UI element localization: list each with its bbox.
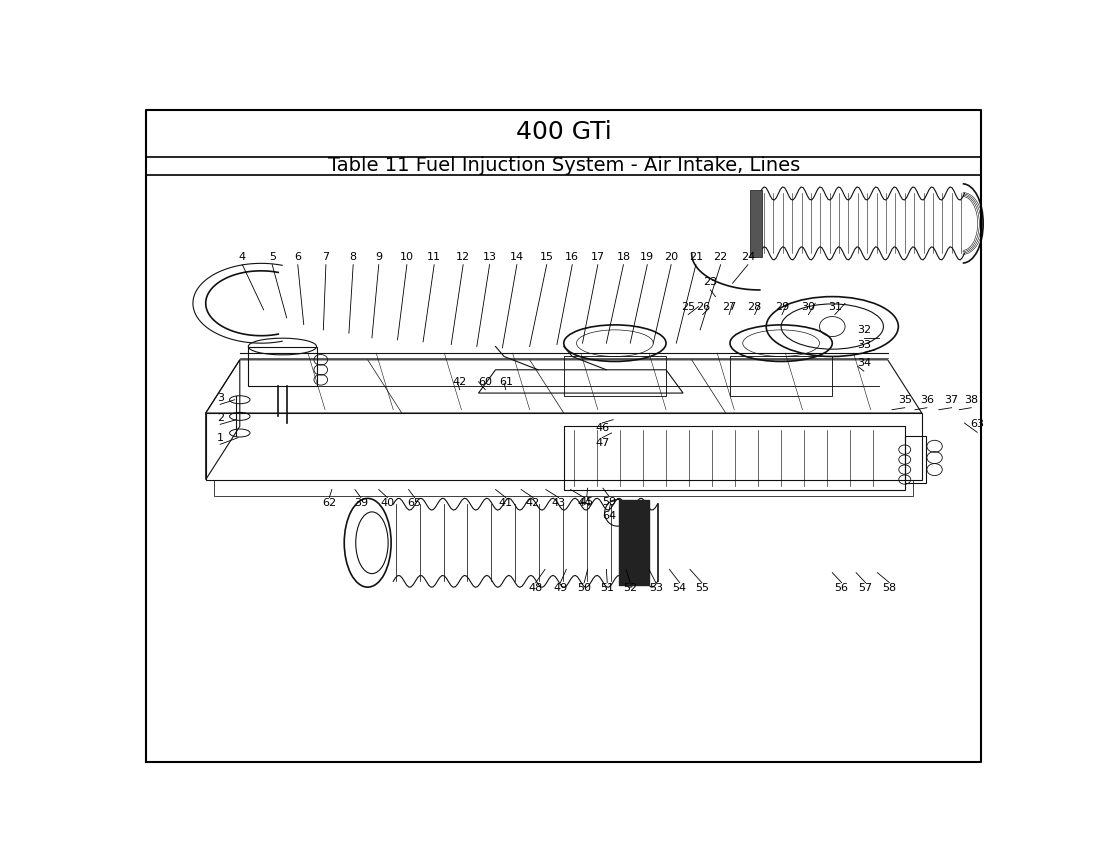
Text: 59: 59 [602,497,616,506]
Text: 36: 36 [920,395,934,404]
Text: 49: 49 [553,583,568,593]
Text: 61: 61 [498,377,513,387]
Text: 52: 52 [624,583,637,593]
Text: 20: 20 [664,251,679,262]
Text: 12: 12 [456,251,470,262]
Text: 28: 28 [748,302,762,312]
Text: 39: 39 [354,498,367,508]
Text: 4: 4 [239,251,246,262]
Text: 42: 42 [526,498,540,508]
Text: 10: 10 [400,251,414,262]
Text: 2: 2 [217,413,223,422]
Text: 29: 29 [774,302,789,312]
Text: 22: 22 [714,251,728,262]
Text: 23: 23 [703,277,717,287]
Text: 46: 46 [595,423,609,434]
Text: 38: 38 [965,395,978,404]
Bar [730,357,833,397]
Bar [749,190,762,257]
Text: 56: 56 [835,583,849,593]
Text: 400 GTi: 400 GTi [516,119,612,143]
Text: 6: 6 [295,251,301,262]
Bar [563,426,904,490]
Text: 51: 51 [601,583,614,593]
Text: 53: 53 [649,583,663,593]
Text: 55: 55 [695,583,708,593]
Text: 16: 16 [565,251,580,262]
Text: 42: 42 [452,377,466,387]
Text: 24: 24 [740,251,755,262]
Text: 8: 8 [350,251,356,262]
Text: 64: 64 [602,511,616,521]
Text: 58: 58 [882,583,896,593]
Text: 26: 26 [695,302,710,312]
Text: 41: 41 [498,498,513,508]
Text: 47: 47 [595,438,609,448]
Text: 60: 60 [478,377,493,387]
Text: 17: 17 [591,251,605,262]
Text: 5: 5 [268,251,276,262]
Text: 37: 37 [945,395,959,404]
Text: 7: 7 [322,251,330,262]
Text: 13: 13 [483,251,496,262]
Text: 30: 30 [802,302,815,312]
Text: 54: 54 [672,583,686,593]
Text: 65: 65 [408,498,421,508]
Text: 21: 21 [689,251,703,262]
Text: 34: 34 [857,359,871,368]
Text: 25: 25 [681,302,695,312]
Text: 43: 43 [551,498,565,508]
Text: 32: 32 [857,325,871,335]
Text: 14: 14 [509,251,524,262]
Text: 19: 19 [640,251,654,262]
Text: 11: 11 [427,251,441,262]
Text: 18: 18 [616,251,630,262]
Text: 35: 35 [898,395,912,404]
Text: 48: 48 [528,583,542,593]
Text: 15: 15 [540,251,553,262]
Text: 44: 44 [578,498,592,508]
Text: 45: 45 [580,497,594,506]
Bar [904,436,926,483]
Text: 50: 50 [578,583,591,593]
Text: 3: 3 [217,393,223,403]
Text: 57: 57 [858,583,872,593]
Text: 33: 33 [857,340,871,350]
Text: 40: 40 [381,498,394,508]
Text: 63: 63 [970,419,985,429]
Text: 31: 31 [828,302,842,312]
Bar [563,357,666,397]
Text: Table 11 Fuel Injuction System - Air Intake, Lines: Table 11 Fuel Injuction System - Air Int… [328,156,800,175]
Text: 62: 62 [322,498,337,508]
Text: 27: 27 [722,302,736,312]
Text: 1: 1 [217,433,223,442]
Text: 9: 9 [375,251,383,262]
